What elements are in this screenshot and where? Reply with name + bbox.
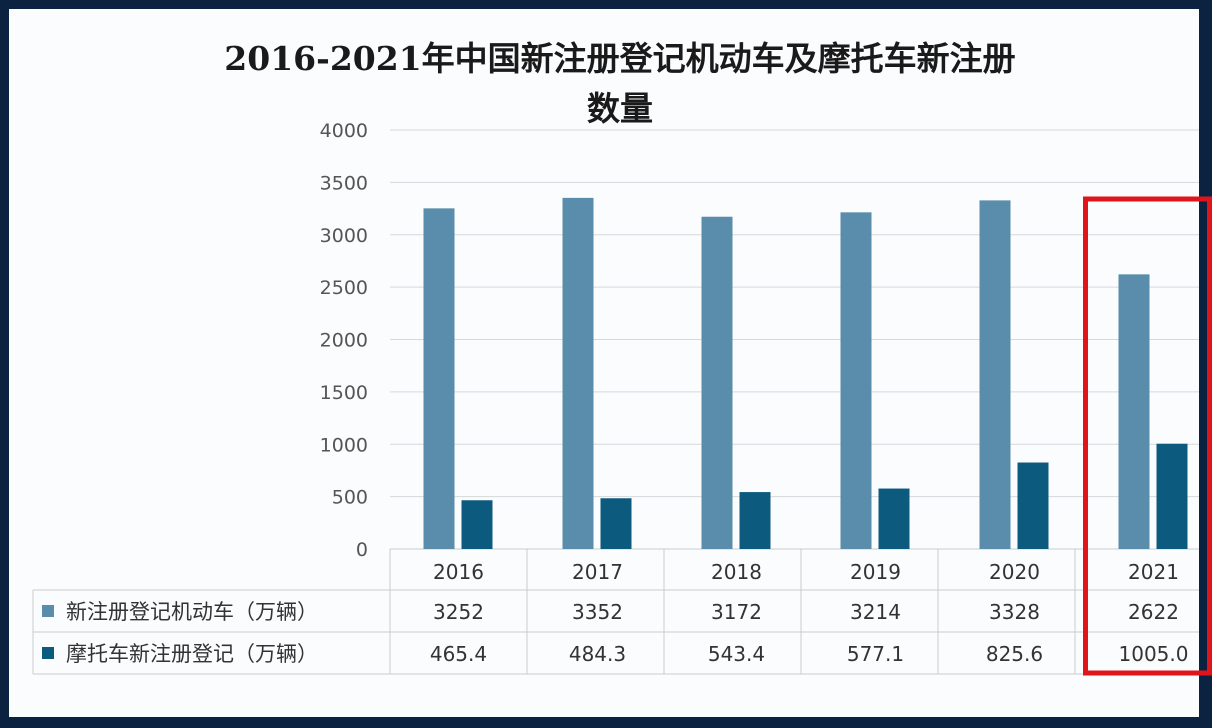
x-tick-label: 2016 [433, 560, 484, 584]
y-tick-label: 1000 [320, 434, 368, 456]
title-line-1: 2016-2021年中国新注册登记机动车及摩托车新注册 [224, 39, 1016, 78]
title-line-2: 数量 [587, 89, 653, 128]
bar-motor-vehicle-2020 [979, 200, 1011, 549]
chart-title: 2016-2021年中国新注册登记机动车及摩托车新注册 数量 [150, 34, 1090, 134]
bar-motorcycle-2021 [1156, 443, 1188, 549]
data-label: 2622 [1128, 600, 1179, 624]
y-tick-label: 500 [332, 487, 368, 509]
x-tick-label: 2021 [1128, 560, 1179, 584]
data-label: 3352 [572, 600, 623, 624]
data-label: 577.1 [847, 642, 904, 666]
data-label: 1005.0 [1119, 642, 1189, 666]
data-label: 3328 [989, 600, 1040, 624]
bar-motorcycle-2018 [739, 492, 771, 549]
data-label: 484.3 [569, 642, 626, 666]
data-label: 465.4 [430, 642, 487, 666]
bar-motorcycle-2020 [1017, 462, 1049, 549]
bar-motor-vehicle-2018 [701, 216, 733, 549]
bar-motorcycle-2017 [600, 498, 632, 549]
bar-motorcycle-2019 [878, 488, 910, 549]
highlight-box [1083, 196, 1212, 676]
bar-motor-vehicle-2016 [423, 208, 455, 549]
legend-label: 摩托车新注册登记（万辆） [66, 642, 318, 666]
legend-swatch [42, 647, 54, 659]
data-label: 825.6 [986, 642, 1043, 666]
y-tick-label: 0 [356, 539, 368, 561]
bar-motor-vehicle-2017 [562, 197, 594, 550]
bar-motor-vehicle-2021 [1118, 274, 1150, 549]
y-tick-label: 2000 [320, 330, 368, 352]
data-label: 3172 [711, 600, 762, 624]
data-label: 3252 [433, 600, 484, 624]
bar-motorcycle-2016 [461, 500, 493, 549]
y-tick-label: 2500 [320, 277, 368, 299]
y-tick-label: 1500 [320, 382, 368, 404]
data-label: 3214 [850, 600, 901, 624]
x-tick-label: 2017 [572, 560, 623, 584]
x-tick-label: 2019 [850, 560, 901, 584]
data-label: 543.4 [708, 642, 765, 666]
y-tick-label: 3500 [320, 172, 368, 194]
x-tick-label: 2020 [989, 560, 1040, 584]
legend-swatch [42, 605, 54, 617]
y-tick-label: 4000 [320, 120, 368, 142]
y-tick-label: 3000 [320, 225, 368, 247]
x-tick-label: 2018 [711, 560, 762, 584]
bar-motor-vehicle-2019 [840, 212, 872, 549]
legend-label: 新注册登记机动车（万辆） [66, 600, 318, 624]
